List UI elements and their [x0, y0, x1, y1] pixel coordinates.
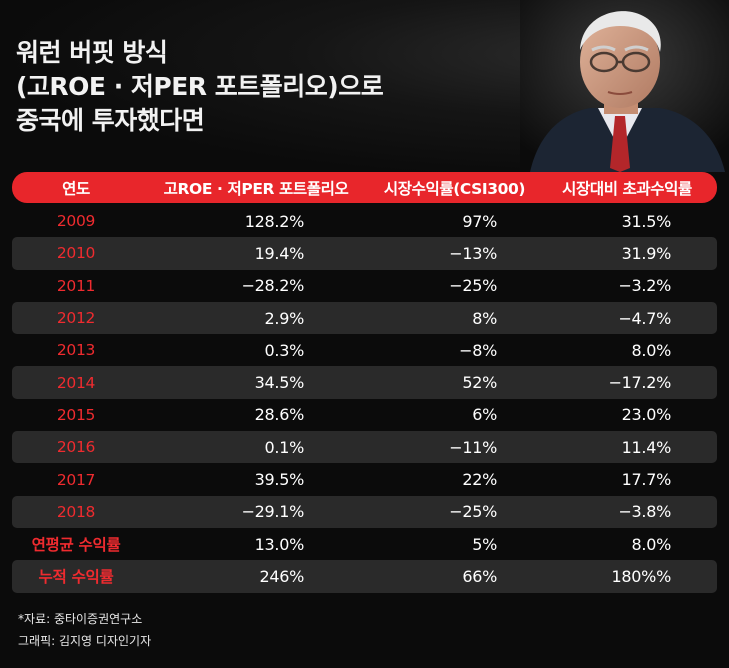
row-excess-return: −17.2% — [608, 373, 672, 393]
row-portfolio-return: 0.1% — [264, 437, 305, 457]
headline-line-3: 중국에 투자했다면 — [16, 106, 205, 135]
row-excess-return: −4.7% — [618, 308, 671, 328]
row-excess-return: −3.8% — [618, 502, 671, 522]
graphic-credit: 그래픽: 김지영 디자인기자 — [18, 634, 152, 648]
row-excess-return: 31.9% — [621, 243, 672, 263]
row-excess-return: 11.4% — [621, 437, 672, 457]
header-market: 시장수익률(CSI300) — [383, 179, 526, 198]
row-market-return: 5% — [472, 534, 497, 554]
row-excess-return: 8.0% — [631, 534, 672, 554]
row-portfolio-return: −28.2% — [241, 276, 305, 296]
row-market-return: −13% — [449, 243, 497, 263]
table-row: 2009 128.2% 97% 31.5% — [12, 205, 717, 237]
row-market-return: −25% — [449, 276, 497, 296]
row-portfolio-return: 19.4% — [254, 243, 305, 263]
row-year: 2014 — [56, 373, 96, 392]
table-row: 2017 39.5% 22% 17.7% — [12, 463, 717, 495]
row-portfolio-return: 128.2% — [244, 211, 305, 231]
row-year: 2018 — [56, 502, 96, 521]
table-row-cumulative: 누적 수익률 246% 66% 180%% — [12, 560, 717, 593]
table-row: 2014 34.5% 52% −17.2% — [12, 366, 717, 399]
row-portfolio-return: 28.6% — [254, 405, 305, 425]
row-label-cumulative: 누적 수익률 — [38, 568, 114, 587]
row-portfolio-return: 39.5% — [254, 470, 305, 490]
header-excess: 시장대비 초과수익률 — [562, 179, 692, 198]
row-excess-return: 180%% — [611, 566, 672, 586]
row-excess-return: 31.5% — [621, 211, 672, 231]
row-label-annual-average: 연평균 수익률 — [31, 536, 121, 555]
headline: 워런 버핏 방식 (고ROE · 저PER 포트폴리오)으로 중국에 투자했다면 — [16, 36, 456, 138]
table-row: 2015 28.6% 6% 23.0% — [12, 399, 717, 431]
row-year: 2016 — [56, 438, 96, 457]
row-year: 2009 — [56, 212, 96, 231]
row-portfolio-return: 246% — [259, 566, 304, 586]
row-portfolio-return: 2.9% — [264, 308, 305, 328]
table-row: 2012 2.9% 8% −4.7% — [12, 301, 717, 335]
row-market-return: −11% — [449, 437, 497, 457]
row-market-return: 52% — [462, 373, 497, 393]
table-row: 2018 −29.1% −25% −3.8% — [12, 495, 717, 528]
row-portfolio-return: 34.5% — [254, 373, 305, 393]
row-portfolio-return: 13.0% — [254, 534, 305, 554]
row-market-return: 22% — [462, 470, 497, 490]
row-market-return: 6% — [472, 405, 497, 425]
returns-table: 연도 고ROE · 저PER 포트폴리오 시장수익률(CSI300) 시장대비 … — [12, 172, 717, 593]
headline-line-1: 워런 버핏 방식 — [16, 38, 168, 67]
table-body: 2009 128.2% 97% 31.5% 2010 19.4% −13% 31… — [12, 205, 717, 593]
row-year: 2010 — [56, 244, 96, 263]
footer: *자료: 중타이증권연구소 그래픽: 김지영 디자인기자 — [18, 608, 151, 652]
row-year: 2017 — [56, 470, 96, 489]
row-portfolio-return: −29.1% — [241, 502, 305, 522]
row-year: 2015 — [56, 405, 96, 424]
row-excess-return: 8.0% — [631, 340, 672, 360]
row-market-return: −8% — [459, 340, 497, 360]
table-row: 2011 −28.2% −25% −3.2% — [12, 270, 717, 302]
row-market-return: 8% — [472, 308, 497, 328]
headline-line-2: (고ROE · 저PER 포트폴리오)으로 — [16, 72, 384, 101]
row-market-return: 97% — [462, 211, 497, 231]
portrait-photo — [520, 0, 729, 172]
row-excess-return: −3.2% — [618, 276, 671, 296]
row-market-return: −25% — [449, 502, 497, 522]
row-market-return: 66% — [462, 566, 497, 586]
header-portfolio: 고ROE · 저PER 포트폴리오 — [163, 179, 349, 198]
table-header: 연도 고ROE · 저PER 포트폴리오 시장수익률(CSI300) 시장대비 … — [12, 172, 717, 203]
row-excess-return: 23.0% — [621, 405, 672, 425]
row-year: 2013 — [56, 341, 96, 360]
row-year: 2012 — [56, 309, 96, 328]
table-row: 2013 0.3% −8% 8.0% — [12, 334, 717, 366]
row-portfolio-return: 0.3% — [264, 340, 305, 360]
row-year: 2011 — [56, 276, 96, 295]
table-row: 2016 0.1% −11% 11.4% — [12, 431, 717, 464]
table-row: 2010 19.4% −13% 31.9% — [12, 237, 717, 270]
source-note: *자료: 중타이증권연구소 — [18, 612, 143, 626]
row-excess-return: 17.7% — [621, 470, 672, 490]
table-row-annual-average: 연평균 수익률 13.0% 5% 8.0% — [12, 528, 717, 560]
header-year: 연도 — [62, 179, 90, 198]
